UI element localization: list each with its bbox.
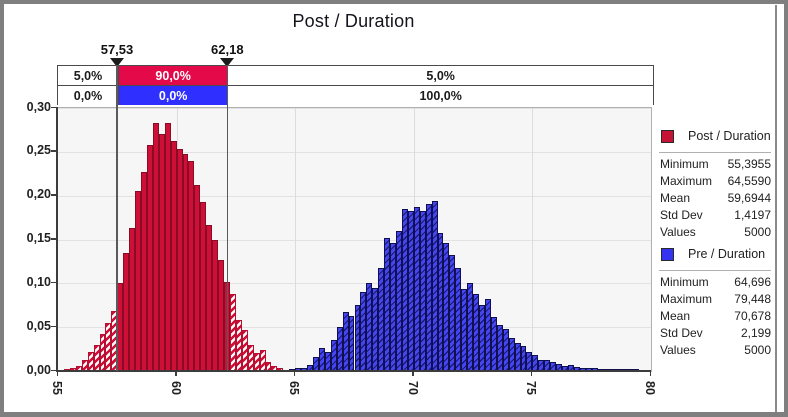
stat-row: Mean 70,678: [659, 309, 771, 325]
gridline-vertical: [295, 108, 297, 371]
y-axis-label: 0,10: [26, 274, 51, 289]
legend-title-post: Post / Duration: [688, 129, 771, 143]
stat-row: Std Dev 1,4197: [659, 208, 771, 224]
stat-label: Minimum: [660, 275, 709, 289]
delimiter-value-right: 62,18: [211, 42, 244, 57]
probability-band-table: 5,0% 90,0% 5,0% 0,0% 0,0% 100,0%: [57, 65, 654, 105]
band-left-percent: 0,0%: [58, 86, 118, 105]
stat-label: Std Dev: [660, 208, 703, 222]
y-axis-line: [56, 107, 58, 372]
gridline-horizontal: [58, 108, 651, 109]
stat-value: 2,199: [740, 326, 771, 340]
x-axis-tick: [530, 372, 533, 376]
legend-separator: [659, 270, 771, 271]
stat-row: Mean 59,6944: [659, 191, 771, 207]
panel-edge-divider: [775, 5, 777, 412]
y-axis-tick: [51, 150, 56, 152]
stat-label: Values: [660, 343, 696, 357]
chart-title: Post / Duration: [292, 11, 415, 31]
y-axis-tick: [51, 238, 56, 240]
stat-value: 5000: [744, 225, 771, 239]
x-axis-tick: [175, 372, 177, 376]
x-axis-tick: [649, 372, 651, 376]
y-axis-label: 0,05: [26, 318, 51, 333]
x-axis-label: 60: [168, 381, 183, 395]
y-axis-tick: [51, 281, 56, 284]
probability-band-row-post: 5,0% 90,0% 5,0%: [58, 66, 653, 86]
legend-title-pre: Pre / Duration: [688, 247, 766, 261]
legend-stats-panel: Post / Duration Minimum 55,3955 Maximum 64,…: [659, 105, 773, 365]
gridline-vertical: [532, 108, 534, 371]
gridline-horizontal: [58, 151, 651, 153]
delimiter-line-right[interactable]: [226, 65, 229, 371]
stat-label: Maximum: [660, 174, 713, 188]
legend-swatch-pre: [661, 248, 674, 261]
x-axis-label: 75: [524, 381, 539, 395]
y-axis-label: 0,25: [26, 143, 51, 158]
delimiter-value-left: 57,53: [100, 42, 134, 57]
stat-value: 5000: [744, 343, 771, 357]
legend-swatch-post: [661, 130, 674, 143]
stat-label: Values: [660, 225, 696, 239]
gridline-horizontal: [58, 283, 651, 285]
x-axis-label: 70: [405, 381, 420, 395]
stat-row: Maximum 79,448: [659, 292, 771, 308]
stat-label: Std Dev: [660, 326, 703, 340]
delimiter-handle-left-icon[interactable]: [110, 58, 124, 67]
band-middle-percent: 0,0%: [118, 86, 229, 105]
stat-row: Maximum 64,5590: [659, 174, 771, 190]
stat-value: 64,696: [734, 275, 771, 289]
gridline-horizontal: [58, 195, 651, 197]
y-axis-label: 0,20: [26, 187, 51, 202]
probability-band-row-pre: 0,0% 0,0% 100,0%: [58, 86, 653, 105]
x-axis-label: 55: [50, 381, 64, 395]
histogram-plot-area: [57, 107, 652, 372]
stat-row: Minimum 64,696: [659, 275, 771, 291]
y-axis-label: 0,00: [26, 362, 51, 377]
y-axis-tick: [51, 369, 56, 371]
stat-value: 70,678: [734, 309, 771, 323]
stat-value: 55,3955: [727, 157, 771, 171]
stat-label: Minimum: [660, 157, 709, 171]
x-axis-label: 65: [287, 381, 302, 395]
stat-row: Std Dev 2,199: [659, 326, 771, 342]
stat-row: Minimum 55,3955: [659, 157, 771, 173]
x-axis-tick: [412, 372, 414, 376]
legend-separator: [659, 152, 771, 153]
y-axis-tick: [51, 194, 56, 196]
x-axis-label: 80: [643, 381, 657, 395]
gridline-horizontal: [58, 239, 651, 241]
stat-value: 79,448: [734, 292, 771, 306]
y-axis-label: 0,15: [26, 231, 51, 245]
x-axis-tick: [56, 372, 58, 376]
stat-value: 59,6944: [727, 191, 771, 205]
stat-label: Mean: [660, 191, 691, 205]
y-axis-tick: [51, 106, 56, 108]
delimiter-handle-right-icon[interactable]: [220, 58, 235, 67]
y-axis-label: 0,30: [26, 99, 51, 114]
stat-label: Maximum: [660, 292, 713, 306]
band-left-percent: 5,0%: [58, 66, 118, 85]
band-right-percent: 100,0%: [228, 86, 653, 105]
stat-value: 64,5590: [727, 174, 771, 188]
stat-value: 1,4197: [734, 208, 771, 222]
x-axis-tick: [293, 372, 296, 376]
y-axis-tick: [51, 325, 56, 328]
band-right-percent: 5,0%: [228, 66, 653, 85]
band-middle-percent: 90,0%: [118, 66, 229, 85]
stat-label: Mean: [660, 309, 691, 323]
stat-row: Values 5000: [659, 343, 771, 359]
x-axis-line: [56, 370, 651, 372]
delimiter-line-left[interactable]: [116, 65, 118, 371]
stat-row: Values 5000: [659, 225, 771, 241]
